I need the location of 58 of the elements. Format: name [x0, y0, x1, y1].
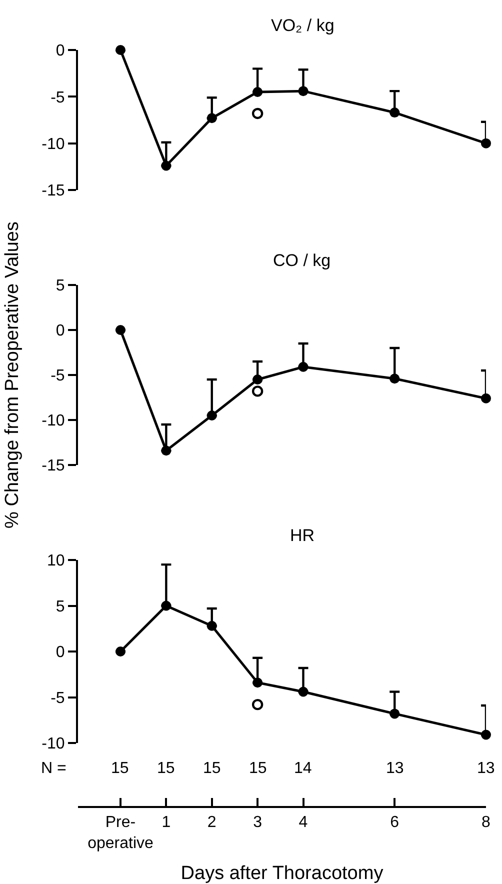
y-tick-label: 10: [47, 552, 65, 570]
point: [161, 600, 172, 611]
point: [390, 108, 400, 118]
point: [390, 374, 400, 384]
point: [206, 113, 217, 124]
point: [206, 410, 217, 420]
point: [115, 646, 126, 656]
x-axis-title: Days after Thoracotomy: [180, 863, 384, 884]
y-tick-label: 0: [56, 42, 65, 60]
point: [481, 393, 491, 404]
y-tick-label: -5: [50, 368, 65, 385]
point: [481, 138, 491, 148]
x-tick-label: 6: [390, 814, 400, 832]
point: [252, 374, 263, 384]
y-tick-label: -10: [42, 412, 65, 430]
point: [161, 160, 172, 171]
point: [252, 698, 264, 710]
point: [252, 678, 263, 688]
point: [252, 386, 264, 397]
y-tick-label: 0: [56, 322, 65, 340]
y-tick-label: -5: [50, 690, 65, 707]
x-tick-label: 1: [162, 814, 171, 832]
text: 15: [157, 760, 175, 777]
x-tick-label: 8: [482, 814, 491, 832]
x-tick-label: 3: [253, 814, 262, 832]
y-tick-label: 5: [56, 278, 65, 295]
point: [390, 708, 400, 719]
chart-title: CO / kg: [273, 251, 331, 270]
x-tick-label: 2: [207, 814, 216, 832]
y-tick-label: -15: [42, 182, 65, 200]
point: [298, 686, 308, 697]
text: 15: [111, 760, 129, 777]
text: 15: [249, 760, 267, 777]
point: [206, 620, 217, 631]
point: [115, 325, 126, 335]
y-tick-label: -10: [42, 736, 65, 753]
point: [252, 87, 263, 97]
x-tick-label: Pre- operative: [88, 814, 154, 852]
point: [481, 730, 491, 740]
point: [161, 446, 172, 456]
text: N =: [41, 760, 66, 777]
y-tick-label: 0: [56, 644, 65, 662]
y-tick-label: -5: [50, 89, 65, 106]
x-tick-label: 4: [298, 814, 308, 832]
text: 13: [477, 760, 495, 777]
chart-title: HR: [290, 526, 315, 545]
y-axis-title: % Change from Preoperative Values: [2, 222, 24, 528]
y-tick-label: -10: [42, 136, 65, 153]
y-tick-label: 5: [56, 598, 65, 616]
text: 13: [386, 760, 404, 777]
text: 15: [203, 760, 221, 777]
point: [298, 362, 308, 372]
point: [252, 108, 264, 120]
y-tick-label: -15: [42, 458, 65, 475]
text: 14: [294, 760, 312, 777]
point: [115, 45, 126, 55]
point: [298, 86, 308, 96]
chart-title: VO₂ / kg: [271, 16, 334, 35]
